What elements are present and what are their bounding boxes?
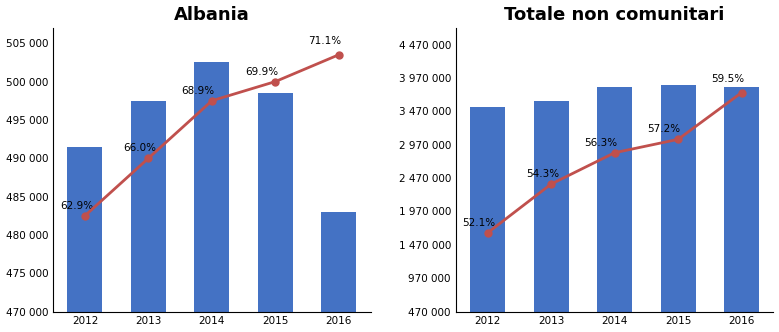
Text: 66.0%: 66.0% — [123, 143, 157, 153]
Bar — [195, 62, 229, 332]
Text: 69.9%: 69.9% — [245, 67, 278, 77]
Bar — [131, 101, 166, 332]
Text: 54.3%: 54.3% — [526, 169, 559, 179]
Text: 52.1%: 52.1% — [463, 218, 495, 228]
Bar — [724, 87, 759, 332]
Bar — [471, 107, 505, 332]
Bar — [534, 101, 569, 332]
Title: Totale non comunitari: Totale non comunitari — [505, 6, 724, 24]
Bar — [68, 147, 102, 332]
Text: 71.1%: 71.1% — [308, 36, 341, 45]
Bar — [661, 85, 696, 332]
Bar — [597, 87, 632, 332]
Text: 57.2%: 57.2% — [647, 124, 681, 134]
Text: 59.5%: 59.5% — [711, 73, 744, 84]
Text: 68.9%: 68.9% — [182, 86, 214, 96]
Text: 56.3%: 56.3% — [584, 138, 617, 148]
Bar — [322, 212, 356, 332]
Text: 62.9%: 62.9% — [60, 201, 93, 211]
Title: Albania: Albania — [174, 6, 250, 24]
Bar — [258, 93, 293, 332]
